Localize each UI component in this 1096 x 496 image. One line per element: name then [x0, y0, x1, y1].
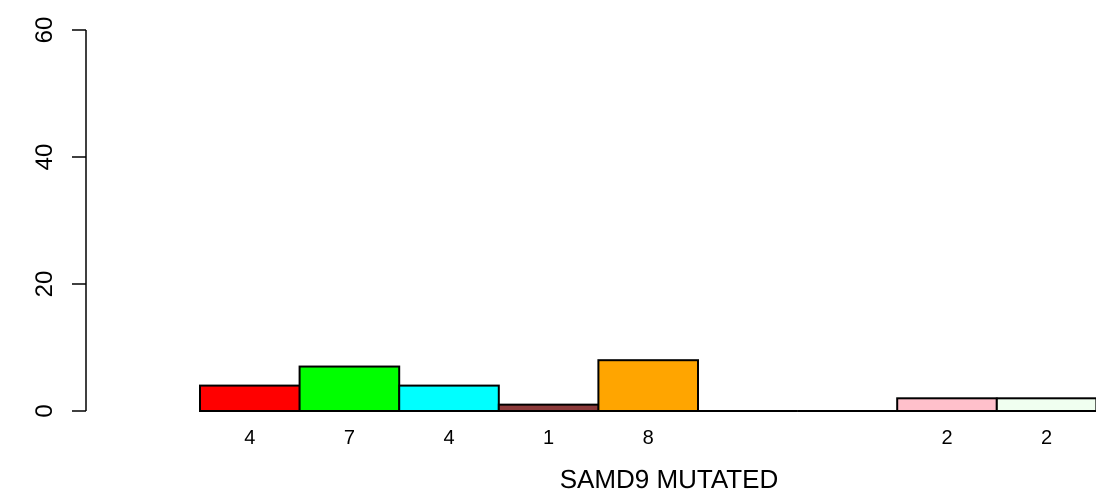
y-tick-label: 60 [31, 17, 58, 44]
bar-label: 2 [1041, 427, 1052, 449]
x-axis-title: SAMD9 MUTATED [560, 464, 779, 494]
y-axis: 0 20 40 60 [31, 17, 87, 418]
bar [497, 403, 600, 412]
bar-label: 7 [344, 427, 355, 449]
bar-labels: 4 7 4 1 8 2 2 [244, 427, 1052, 449]
bar-label: 1 [543, 427, 554, 449]
bar-label: 2 [941, 427, 952, 449]
bar [995, 397, 1096, 412]
bars [199, 359, 1096, 413]
bar-label: 4 [443, 427, 454, 449]
bar [298, 365, 401, 412]
bar [199, 384, 301, 413]
bar [398, 384, 500, 413]
bar-label: 4 [244, 427, 255, 449]
bar [597, 359, 700, 413]
bar [896, 397, 998, 412]
y-tick-label: 40 [31, 144, 58, 171]
bar-label: 8 [643, 427, 654, 449]
y-tick-label: 0 [31, 404, 58, 417]
y-tick-label: 20 [31, 271, 58, 298]
